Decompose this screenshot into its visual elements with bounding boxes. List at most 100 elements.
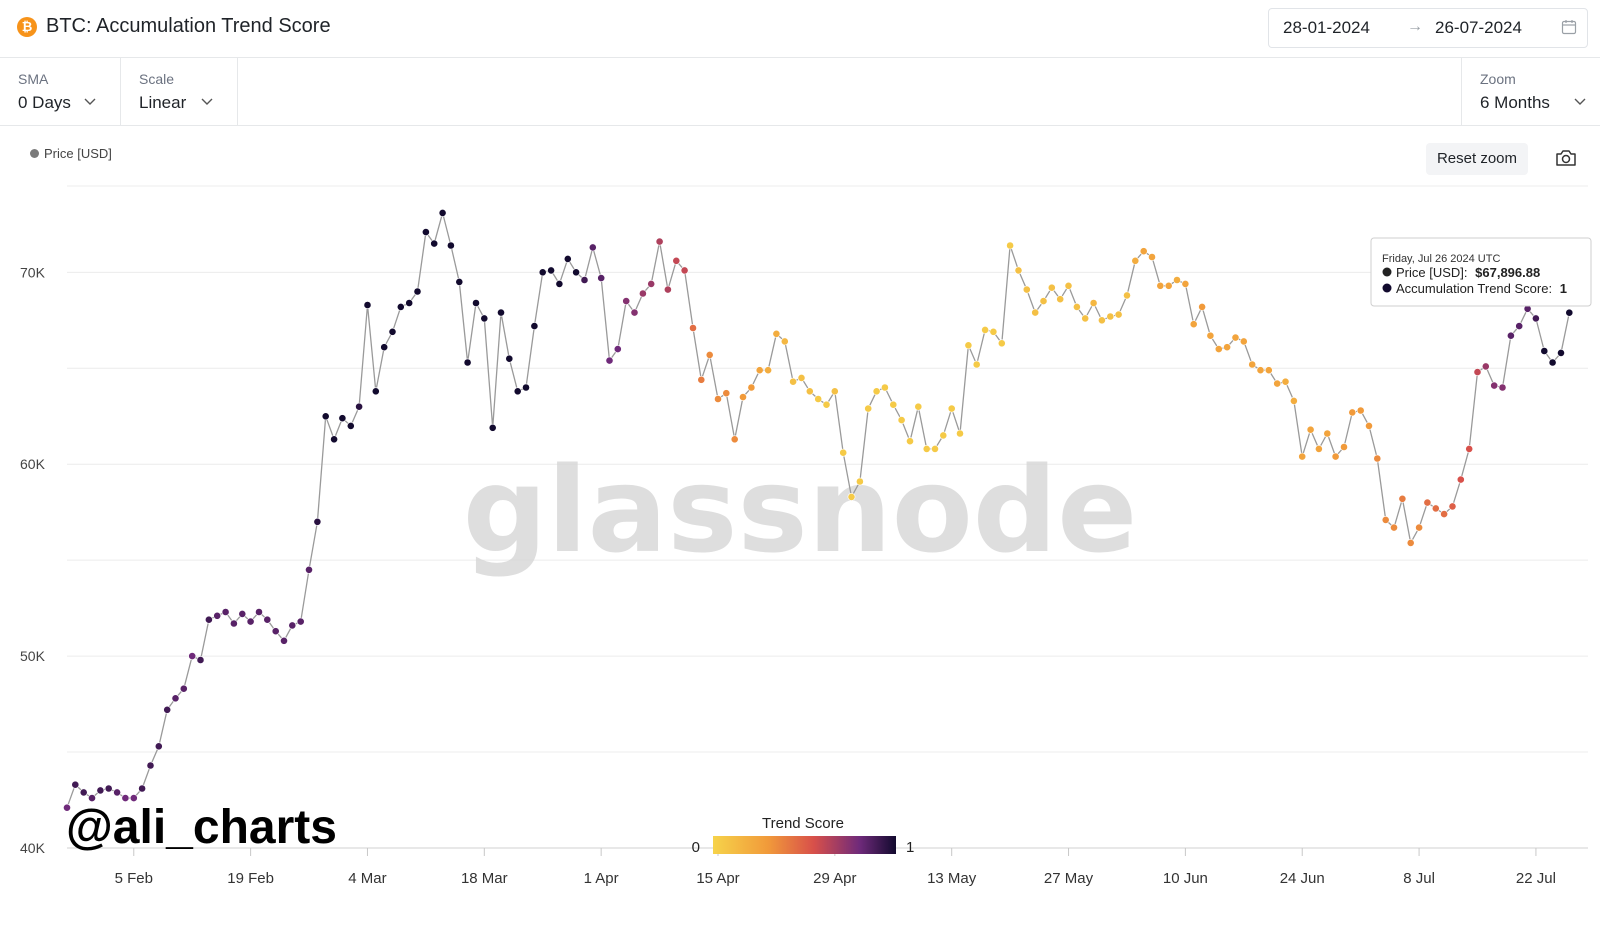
price-point[interactable] <box>1532 314 1540 323</box>
price-point[interactable] <box>1223 343 1231 352</box>
price-point[interactable] <box>997 339 1006 348</box>
price-point[interactable] <box>1264 366 1273 375</box>
price-point[interactable] <box>405 299 414 307</box>
price-point[interactable] <box>488 423 497 432</box>
sma-value[interactable]: 0 Days <box>18 93 71 112</box>
price-point[interactable] <box>296 617 305 626</box>
price-point[interactable] <box>255 608 263 616</box>
date-from-input[interactable]: 28-01-2024 <box>1283 18 1370 37</box>
price-point[interactable] <box>697 375 706 384</box>
price-point[interactable] <box>563 254 572 263</box>
price-point[interactable] <box>96 786 105 795</box>
price-point[interactable] <box>1106 312 1115 321</box>
price-point[interactable] <box>1056 295 1065 304</box>
price-point[interactable] <box>1256 366 1265 375</box>
price-point[interactable] <box>1123 291 1131 300</box>
price-point[interactable] <box>947 404 956 413</box>
price-point[interactable] <box>513 387 522 396</box>
price-point[interactable] <box>1331 452 1340 461</box>
price-point[interactable] <box>1456 475 1465 484</box>
price-point[interactable] <box>263 615 272 624</box>
price-point[interactable] <box>188 652 197 660</box>
price-point[interactable] <box>121 794 130 802</box>
price-point[interactable] <box>388 327 397 336</box>
price-point[interactable] <box>906 437 914 446</box>
price-point[interactable] <box>1089 299 1098 307</box>
price-point[interactable] <box>138 784 146 793</box>
price-point[interactable] <box>1507 331 1515 340</box>
price-point[interactable] <box>856 477 864 486</box>
price-point[interactable] <box>1047 283 1056 292</box>
price-point[interactable] <box>104 784 113 793</box>
reset-zoom-button[interactable]: Reset zoom <box>1426 143 1528 175</box>
price-point[interactable] <box>1164 281 1173 290</box>
price-point[interactable] <box>1415 523 1423 532</box>
price-point[interactable] <box>1540 347 1549 355</box>
price-point[interactable] <box>355 402 363 411</box>
price-point[interactable] <box>780 337 789 346</box>
price-point[interactable] <box>1148 253 1156 261</box>
price-point[interactable] <box>1356 406 1365 415</box>
price-point[interactable] <box>714 395 722 403</box>
price-point[interactable] <box>497 308 505 317</box>
camera-icon[interactable] <box>1555 149 1577 167</box>
price-point[interactable] <box>622 297 631 305</box>
price-point[interactable] <box>572 268 580 277</box>
price-point[interactable] <box>1365 421 1373 430</box>
price-point[interactable] <box>1139 247 1148 256</box>
price-point[interactable] <box>522 383 530 392</box>
price-point[interactable] <box>1406 538 1415 547</box>
price-point[interactable] <box>1557 348 1565 357</box>
price-point[interactable] <box>1131 256 1140 265</box>
price-point[interactable] <box>847 492 856 501</box>
price-point[interactable] <box>897 416 906 424</box>
price-point[interactable] <box>163 705 172 714</box>
price-point[interactable] <box>664 285 672 294</box>
price-point[interactable] <box>1498 383 1507 392</box>
price-point[interactable] <box>547 266 555 275</box>
price-point[interactable] <box>472 299 480 307</box>
price-point[interactable] <box>914 402 923 411</box>
price-point[interactable] <box>446 241 455 250</box>
price-point[interactable] <box>204 615 213 624</box>
price-point[interactable] <box>1515 322 1524 330</box>
price-point[interactable] <box>972 360 981 369</box>
chevron-down-icon[interactable] <box>201 98 213 106</box>
price-point[interactable] <box>1440 510 1448 518</box>
price-point[interactable] <box>730 435 739 444</box>
price-point[interactable] <box>747 383 756 392</box>
price-point[interactable] <box>555 279 564 288</box>
price-point[interactable] <box>830 387 839 396</box>
price-point[interactable] <box>1565 308 1574 317</box>
price-point[interactable] <box>805 387 814 396</box>
price-point[interactable] <box>1231 333 1240 342</box>
price-point[interactable] <box>1390 523 1398 532</box>
price-point[interactable] <box>1014 266 1023 275</box>
price-point[interactable] <box>421 228 430 236</box>
price-point[interactable] <box>1323 429 1332 438</box>
zoom-value[interactable]: 6 Months <box>1480 93 1550 112</box>
price-point[interactable] <box>789 377 797 386</box>
price-point[interactable] <box>755 366 764 375</box>
price-point[interactable] <box>605 356 614 365</box>
price-chart[interactable]: 40K 50K 60K 70K 5 Feb 19 Feb 4 Mar 18 Mar 1 Apr… <box>0 126 1600 927</box>
price-point[interactable] <box>396 302 405 311</box>
price-point[interactable] <box>129 794 138 802</box>
price-point[interactable] <box>1181 279 1190 288</box>
price-point[interactable] <box>113 788 121 797</box>
price-point[interactable] <box>305 565 313 574</box>
price-point[interactable] <box>1114 310 1123 319</box>
price-point[interactable] <box>88 794 96 802</box>
price-point[interactable] <box>1548 358 1557 367</box>
price-point[interactable] <box>271 627 280 636</box>
price-point[interactable] <box>772 329 781 338</box>
price-point[interactable] <box>613 345 622 353</box>
price-point[interactable] <box>196 656 205 664</box>
price-point[interactable] <box>1173 276 1181 284</box>
price-point[interactable] <box>1248 360 1257 369</box>
price-point[interactable] <box>221 608 230 616</box>
zoom-select[interactable]: Zoom 6 Months <box>1462 58 1600 125</box>
price-point[interactable] <box>1381 515 1390 524</box>
price-point[interactable] <box>1490 381 1499 390</box>
price-point[interactable] <box>1373 454 1382 463</box>
